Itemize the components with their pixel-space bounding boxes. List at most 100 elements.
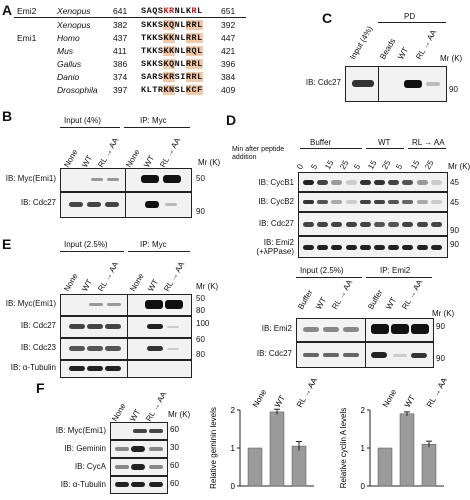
blot-band xyxy=(317,244,329,250)
residue: S xyxy=(157,32,164,43)
y-tick-label: 2 xyxy=(361,406,366,415)
blot-e-cdc23 xyxy=(60,338,192,360)
blot-band xyxy=(303,244,314,250)
residue: R xyxy=(169,5,175,16)
blot-band xyxy=(345,221,357,227)
residue: R xyxy=(191,19,198,30)
group-d-wt: WT xyxy=(378,138,391,147)
ib-label-d-cycb1: IB: CycB1 xyxy=(258,178,294,187)
lane-c-input: Input (4%) xyxy=(348,24,375,61)
mr-label-f: Mr (K) xyxy=(168,410,191,419)
bracket-e-ip xyxy=(128,251,190,252)
ip-header-e: IP: Myc xyxy=(140,240,167,249)
residue: R xyxy=(185,58,192,69)
alignment-row: Xenopus 382 SKKSKQNLRRL 392 xyxy=(14,17,246,32)
blot-band xyxy=(416,179,428,185)
group-d-buffer: Buffer xyxy=(310,138,332,147)
residue: K xyxy=(152,32,158,43)
blot-band xyxy=(359,244,371,250)
y-tick-label: 2 xyxy=(231,406,236,415)
blot-d-emi2 xyxy=(298,236,448,258)
marker-f-60a: 60 xyxy=(170,425,179,434)
blot-band xyxy=(416,200,428,204)
residue: K xyxy=(163,84,170,95)
ib-label-d-emi2: IB: Emi2 xyxy=(263,238,294,247)
blot-band xyxy=(374,179,385,185)
panel-label-d: D xyxy=(226,112,237,128)
end-position: 421 xyxy=(221,45,236,56)
input-header-dsub: Input (2.5%) xyxy=(300,266,344,275)
bar xyxy=(269,411,285,487)
ib-label-dsub-emi2: IB: Emi2 xyxy=(261,324,292,333)
residue: K xyxy=(152,45,158,56)
ib-label-b-cdc27: IB: Cdc27 xyxy=(20,198,56,207)
lane-e-2: WT xyxy=(80,277,95,293)
marker-b-50: 50 xyxy=(196,174,205,183)
blot-d-cycb2 xyxy=(298,192,448,212)
residue: L xyxy=(180,32,186,43)
start-position: 397 xyxy=(113,84,128,95)
protein-name: Emi1 xyxy=(17,32,37,43)
ip-header-dsub: IP: Emi2 xyxy=(380,266,411,275)
start-position: 411 xyxy=(113,45,127,56)
protein-name: Emi2 xyxy=(17,5,37,16)
blot-band xyxy=(430,244,442,250)
marker-e-60: 60 xyxy=(196,335,205,344)
blot-band xyxy=(359,221,371,227)
protein-name xyxy=(14,44,54,57)
start-position: 641 xyxy=(113,5,128,16)
lane-c-rlaa: RL → AA xyxy=(414,28,439,61)
alignment-row: Emi2 Xenopus 641 SAQSKRNLKRL 651 xyxy=(14,4,246,18)
marker-d-45b: 45 xyxy=(450,198,459,207)
alignment-row: Danio 374 SARSKRSIRRL 384 xyxy=(14,70,246,83)
ib-label-f-tubulin: IB: α-Tubulin xyxy=(60,480,106,489)
time-label: 15 xyxy=(323,158,336,171)
end-position: 384 xyxy=(221,71,236,82)
marker-f-60b: 60 xyxy=(170,461,179,470)
ib-label-d-cdc27: IB: Cdc27 xyxy=(258,219,294,228)
alignment-row: Mus 411 TKKSKKNLRQL 421 xyxy=(14,44,246,57)
residue: L xyxy=(180,58,186,69)
lane-c-beads: Beads xyxy=(378,36,398,61)
lane-b-2: WT xyxy=(80,153,95,169)
lane-b-4: None xyxy=(124,147,142,169)
residue: A xyxy=(146,71,153,82)
blot-band xyxy=(303,221,314,227)
residue: K xyxy=(163,71,170,82)
residue: L xyxy=(197,32,203,43)
bar xyxy=(377,447,393,487)
residue: K xyxy=(146,32,153,43)
geminin-bar-chart: Relative geminin levels 0 1 2 None WT RL → AA xyxy=(210,378,319,491)
y-axis-label: Relative cyclin A levels xyxy=(340,408,348,488)
pd-header: PD xyxy=(404,12,416,21)
residue: S xyxy=(157,5,164,16)
blot-band xyxy=(374,244,385,250)
residue: S xyxy=(174,84,181,95)
y-tick-label: 1 xyxy=(231,444,236,453)
ib-label-f-geminin: IB: Geminin xyxy=(64,444,106,453)
blot-band xyxy=(331,200,343,204)
ib-label-d-ppase: (+λPPase) xyxy=(256,247,294,256)
ib-label-c: IB: Cdc27 xyxy=(305,78,341,87)
blot-f-geminin xyxy=(110,440,168,458)
time-label: 5 xyxy=(309,162,320,171)
residue: L xyxy=(180,5,186,16)
lane-dsub-4: Buffer xyxy=(366,288,385,311)
species-name: Homo xyxy=(57,32,80,43)
blot-band xyxy=(359,200,371,204)
species-name: Xenopus xyxy=(57,5,91,16)
blot-band xyxy=(402,244,414,250)
residue: K xyxy=(185,84,192,95)
category-label: WT xyxy=(403,394,417,409)
blot-dsub-emi2 xyxy=(296,318,434,342)
lane-dsub-3: RL → AA xyxy=(330,278,355,311)
residue: L xyxy=(180,19,186,30)
y-tick-label: 1 xyxy=(361,444,366,453)
blot-d-cycb1 xyxy=(298,172,448,192)
residue: K xyxy=(169,45,175,56)
blot-band xyxy=(388,179,400,185)
category-label: RL → AA xyxy=(425,378,449,409)
lane-dsub-2: WT xyxy=(314,295,329,311)
end-position: 447 xyxy=(221,32,236,43)
species-name: Danio xyxy=(57,71,80,82)
